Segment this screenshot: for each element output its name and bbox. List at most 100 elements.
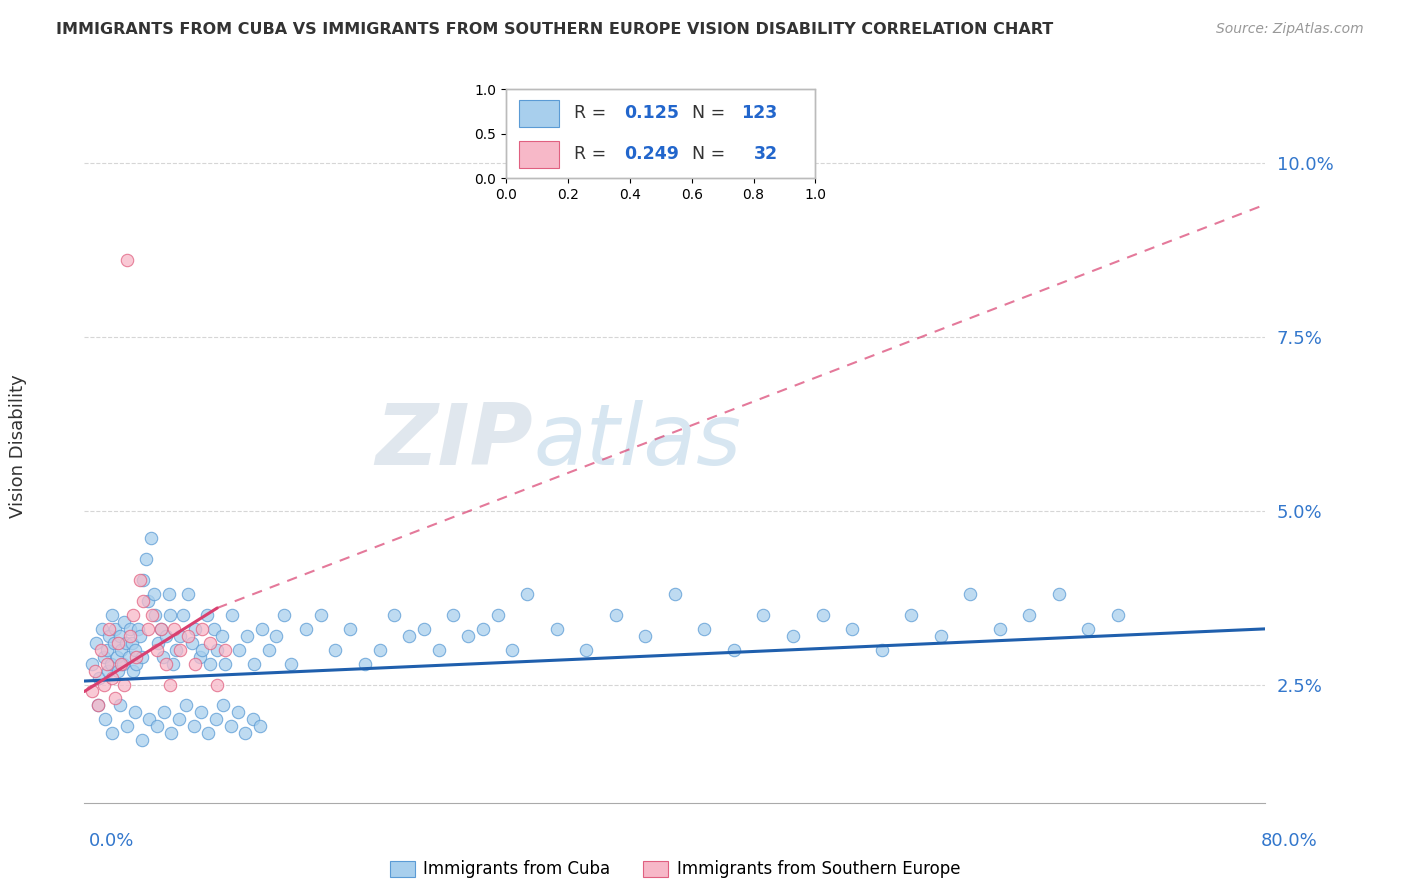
Point: [125, 657, 148, 671]
Point: [98, 629, 121, 643]
Point: [197, 726, 219, 740]
Point: [122, 607, 145, 622]
Point: [110, 657, 132, 671]
Point: [214, 642, 236, 657]
Point: [115, 253, 138, 268]
Point: [205, 677, 228, 691]
Text: 80.0%: 80.0%: [1261, 832, 1317, 850]
Point: [693, 622, 716, 636]
Point: [131, 649, 153, 664]
Text: 0.0%: 0.0%: [89, 832, 134, 850]
Point: [112, 677, 135, 691]
Point: [132, 594, 155, 608]
Point: [242, 712, 264, 726]
FancyBboxPatch shape: [519, 100, 558, 127]
Point: [136, 594, 159, 608]
Text: 0.249: 0.249: [624, 145, 679, 163]
Point: [368, 642, 391, 657]
Point: [96, 657, 118, 671]
Point: [546, 622, 568, 636]
Point: [501, 642, 523, 657]
Point: [94, 712, 117, 726]
Point: [84, 636, 107, 650]
Point: [226, 706, 249, 720]
Point: [136, 622, 159, 636]
Point: [398, 629, 420, 643]
Point: [191, 622, 214, 636]
Point: [177, 629, 200, 643]
Point: [148, 636, 170, 650]
Point: [1107, 607, 1129, 622]
Text: Vision Disability: Vision Disability: [10, 374, 27, 518]
Point: [264, 629, 288, 643]
Point: [427, 642, 450, 657]
Point: [159, 677, 181, 691]
Point: [214, 657, 236, 671]
Point: [118, 649, 141, 664]
Point: [160, 726, 183, 740]
Point: [129, 629, 152, 643]
Point: [169, 642, 191, 657]
Point: [309, 607, 332, 622]
Point: [115, 719, 138, 733]
Point: [91, 622, 114, 636]
Point: [162, 657, 184, 671]
Point: [249, 719, 271, 733]
Point: [257, 642, 280, 657]
Point: [152, 649, 174, 664]
Point: [98, 622, 121, 636]
Point: [228, 642, 250, 657]
Point: [108, 698, 131, 713]
Point: [190, 706, 212, 720]
Point: [145, 642, 167, 657]
Point: [169, 629, 191, 643]
Point: [472, 622, 495, 636]
Point: [143, 607, 166, 622]
Point: [457, 629, 479, 643]
Point: [87, 671, 111, 685]
Point: [104, 691, 127, 706]
Point: [211, 629, 233, 643]
Point: [205, 642, 228, 657]
FancyBboxPatch shape: [519, 141, 558, 168]
Point: [141, 607, 163, 622]
Point: [100, 657, 122, 671]
Point: [323, 642, 347, 657]
Text: 0.125: 0.125: [624, 104, 679, 122]
Text: N =: N =: [692, 104, 731, 122]
Point: [959, 587, 981, 601]
Point: [150, 622, 173, 636]
Legend: Immigrants from Cuba, Immigrants from Southern Europe: Immigrants from Cuba, Immigrants from So…: [382, 854, 967, 885]
Point: [243, 657, 266, 671]
Point: [93, 677, 115, 691]
Point: [195, 607, 218, 622]
Point: [184, 622, 207, 636]
Point: [121, 636, 143, 650]
Point: [354, 657, 377, 671]
Point: [841, 622, 863, 636]
Point: [811, 607, 834, 622]
Point: [233, 726, 256, 740]
Point: [575, 642, 598, 657]
Point: [516, 587, 538, 601]
Point: [172, 607, 194, 622]
Point: [870, 642, 893, 657]
Point: [157, 587, 180, 601]
Point: [202, 622, 225, 636]
Point: [181, 636, 204, 650]
Point: [159, 607, 181, 622]
Point: [191, 642, 214, 657]
Point: [127, 622, 149, 636]
Point: [80, 684, 103, 698]
Point: [441, 607, 464, 622]
Point: [900, 607, 922, 622]
Point: [929, 629, 952, 643]
Point: [198, 657, 221, 671]
Point: [97, 664, 120, 678]
Point: [107, 636, 129, 650]
Point: [221, 607, 243, 622]
Point: [295, 622, 318, 636]
Text: R =: R =: [574, 145, 612, 163]
Point: [155, 657, 177, 671]
Text: 123: 123: [741, 104, 778, 122]
